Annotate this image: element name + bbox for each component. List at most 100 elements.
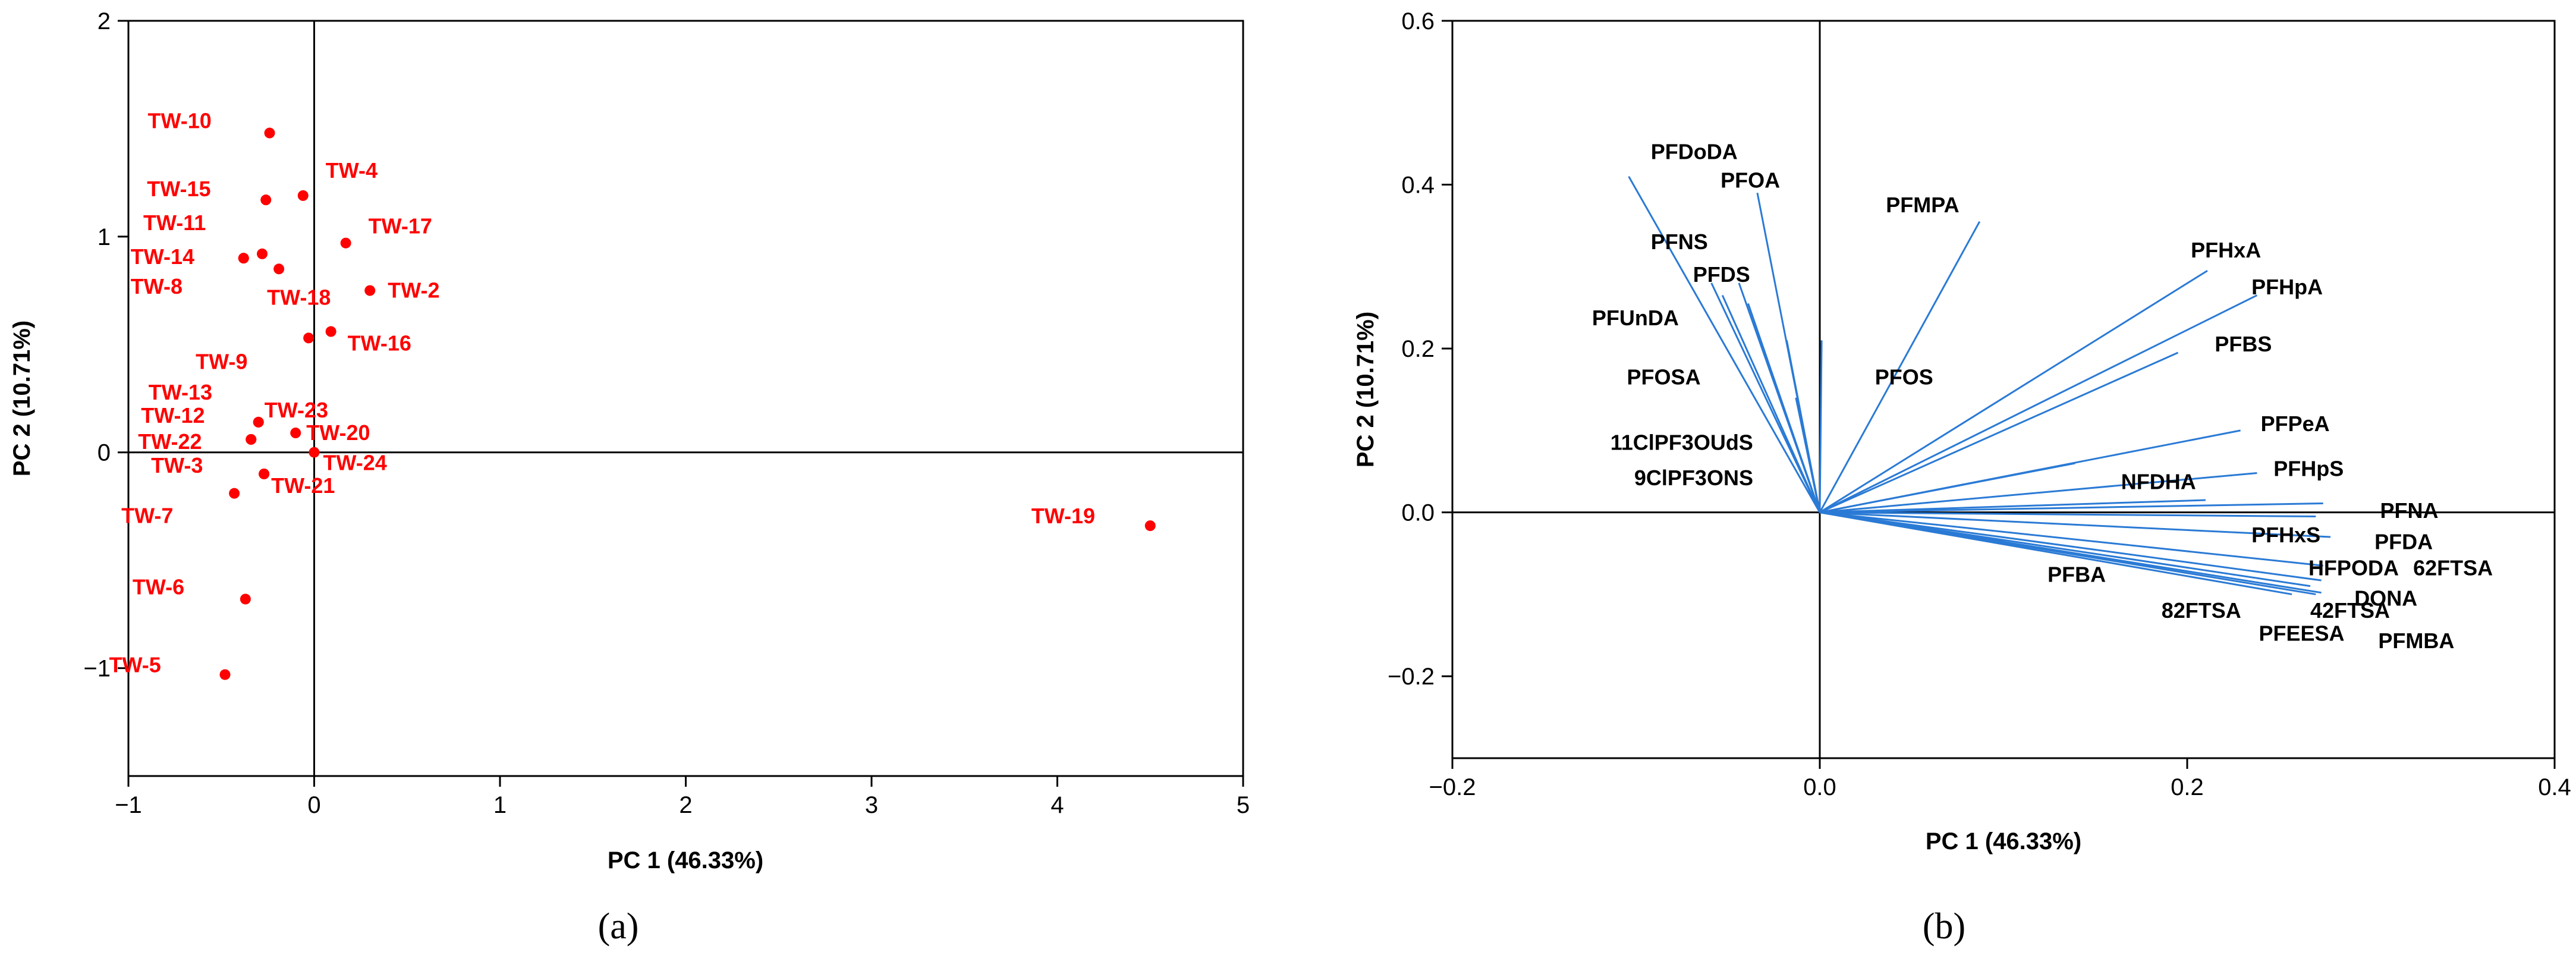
scatter-point [325, 326, 336, 337]
y-tick-label-a: 2 [97, 8, 111, 34]
loading-vector-label: PFHpA [2251, 275, 2323, 299]
loading-vector [1819, 511, 2316, 595]
y-tick-label-b: 0.2 [1401, 336, 1435, 362]
loading-vector-label: PFHxS [2251, 523, 2320, 547]
scatter-point-label: TW-3 [151, 453, 203, 478]
scatter-point-label: TW-16 [348, 331, 411, 356]
loading-vector-label: 9ClPF3ONS [1634, 466, 1753, 490]
loading-vector [1819, 472, 2257, 514]
loading-vector-label: PFOA [1721, 168, 1780, 193]
scatter-point-label: TW-10 [148, 109, 212, 133]
scatter-point [303, 332, 314, 344]
y-tick-label-b: −0.2 [1388, 664, 1435, 690]
x-tick-label-b: 0.0 [1803, 774, 1836, 800]
panel-caption-b: (b) [1923, 906, 1965, 947]
scatter-point [297, 190, 309, 201]
loading-vector-label: PFOSA [1627, 365, 1701, 389]
loading-vector-label: DONA [2354, 586, 2417, 610]
scatter-point-label: TW-17 [369, 214, 432, 238]
scatter-point [240, 593, 251, 605]
loading-vector-label: HFPODA [2308, 555, 2399, 580]
scatter-point [253, 416, 264, 428]
scatter-point-label: TW-4 [326, 158, 378, 183]
loading-vector-label: PFPeA [2261, 411, 2330, 436]
scatter-point-label: TW-21 [271, 473, 335, 498]
scatter-point [238, 253, 249, 264]
loading-vector-label: PFBA [2047, 562, 2106, 586]
loading-vector-label: PFUnDA [1592, 306, 1679, 330]
loading-vector-label: PFOS [1875, 365, 1933, 389]
scatter-point [259, 469, 270, 479]
scatter-point-label: TW-20 [306, 420, 370, 445]
y-axis-title-b: PC 2 (10.71%) [1353, 312, 1379, 467]
scatter-point-label: TW-6 [133, 574, 184, 599]
scatter-point-label: TW-12 [141, 403, 205, 428]
loading-vector-label: PFNS [1651, 230, 1708, 254]
scatter-point [340, 237, 351, 249]
loading-vector-label: PFHxA [2191, 238, 2261, 262]
scatter-point-label: TW-7 [121, 504, 173, 528]
loading-vector-label: 82FTSA [2162, 598, 2241, 623]
loading-vector-label: PFDA [2374, 529, 2433, 554]
loading-vector-labels: PFDoDA PFOA PFMPA PFNS PFDS PFHxA PFHpA PFUnDA P… [1592, 139, 2493, 653]
loading-vector [1721, 294, 1821, 513]
scatter-point [257, 248, 268, 259]
y-tick-label-b: 0.4 [1401, 172, 1435, 199]
loading-vector [1819, 221, 1981, 513]
x-tick-label-b: −0.2 [1429, 774, 1476, 800]
x-axis-title-a: PC 1 (46.33%) [608, 847, 763, 874]
x-tick-label-b: 0.2 [2171, 774, 2204, 800]
loading-vector [1785, 340, 1821, 513]
scatter-point-label: TW-22 [138, 429, 202, 454]
loading-vector [1819, 511, 2316, 518]
loading-vector [1819, 294, 2258, 514]
scatter-point [364, 285, 376, 296]
x-tick-label-a: 3 [865, 792, 878, 818]
loading-vector-label: 11ClPF3OUdS [1611, 431, 1753, 455]
loading-vector-label: PFNA [2380, 498, 2438, 523]
loading-vector [1819, 511, 2323, 567]
loading-vector-label: PFDS [1693, 262, 1750, 287]
y-tick-label-a: 0 [97, 440, 111, 466]
x-tick-label-a: 2 [679, 792, 692, 818]
panel-caption-a: (a) [598, 906, 639, 947]
scatter-point [273, 263, 285, 275]
y-ticks-b: −0.2 0.0 0.2 0.4 0.6 [1388, 8, 1452, 690]
scatter-point-label: TW-9 [196, 349, 247, 373]
x-ticks-b: −0.2 0.0 0.2 0.4 [1429, 758, 2571, 800]
x-tick-label-a: 1 [493, 792, 507, 818]
scatter-point [290, 428, 301, 439]
loading-vector-label: PFMPA [1886, 193, 1959, 217]
loading-vector-label: PFMBA [2378, 629, 2454, 653]
scatter-point-label: TW-24 [323, 451, 387, 475]
scatter-point-label: TW-5 [109, 652, 161, 677]
scatter-point [246, 433, 257, 445]
x-tick-label-a: 4 [1050, 792, 1064, 818]
y-tick-label-b: 0.0 [1401, 500, 1435, 526]
scatter-point [264, 127, 275, 139]
loading-vector [1819, 340, 1823, 513]
loading-vector [1819, 511, 2322, 582]
scatter-point-labels: TW-10 TW-4 TW-15 TW-17 TW-11 TW-14 TW-18 TW-2 TW… [109, 109, 1096, 677]
loading-vector [1819, 462, 2075, 514]
scatter-point-label: TW-19 [1031, 504, 1095, 528]
x-tick-label-b: 0.4 [2538, 774, 2571, 800]
loading-vector-label: PFEESA [2259, 621, 2345, 646]
loading-vector-label: PFHpS [2273, 457, 2344, 481]
y-ticks-a: −1 0 1 2 [83, 8, 128, 682]
x-tick-label-a: −1 [115, 792, 142, 818]
plot-frame-b [1451, 20, 2556, 759]
scatter-point-label: TW-15 [147, 177, 210, 201]
loading-vector-label: NFDHA [2121, 470, 2196, 494]
scatter-point [309, 447, 320, 458]
scatter-points [219, 127, 1156, 680]
scatter-point-label: TW-11 [143, 211, 206, 235]
scatter-point [219, 669, 231, 680]
panel-b: −0.2 0.0 0.2 0.4 −0.2 0.0 0.2 0.4 0.6 PFDoDA PFO… [1353, 8, 2571, 947]
loading-vector-label: PFDoDA [1651, 139, 1738, 164]
loading-vectors [1628, 176, 2331, 595]
loading-vector [1819, 269, 2208, 513]
scatter-point [1144, 520, 1156, 532]
